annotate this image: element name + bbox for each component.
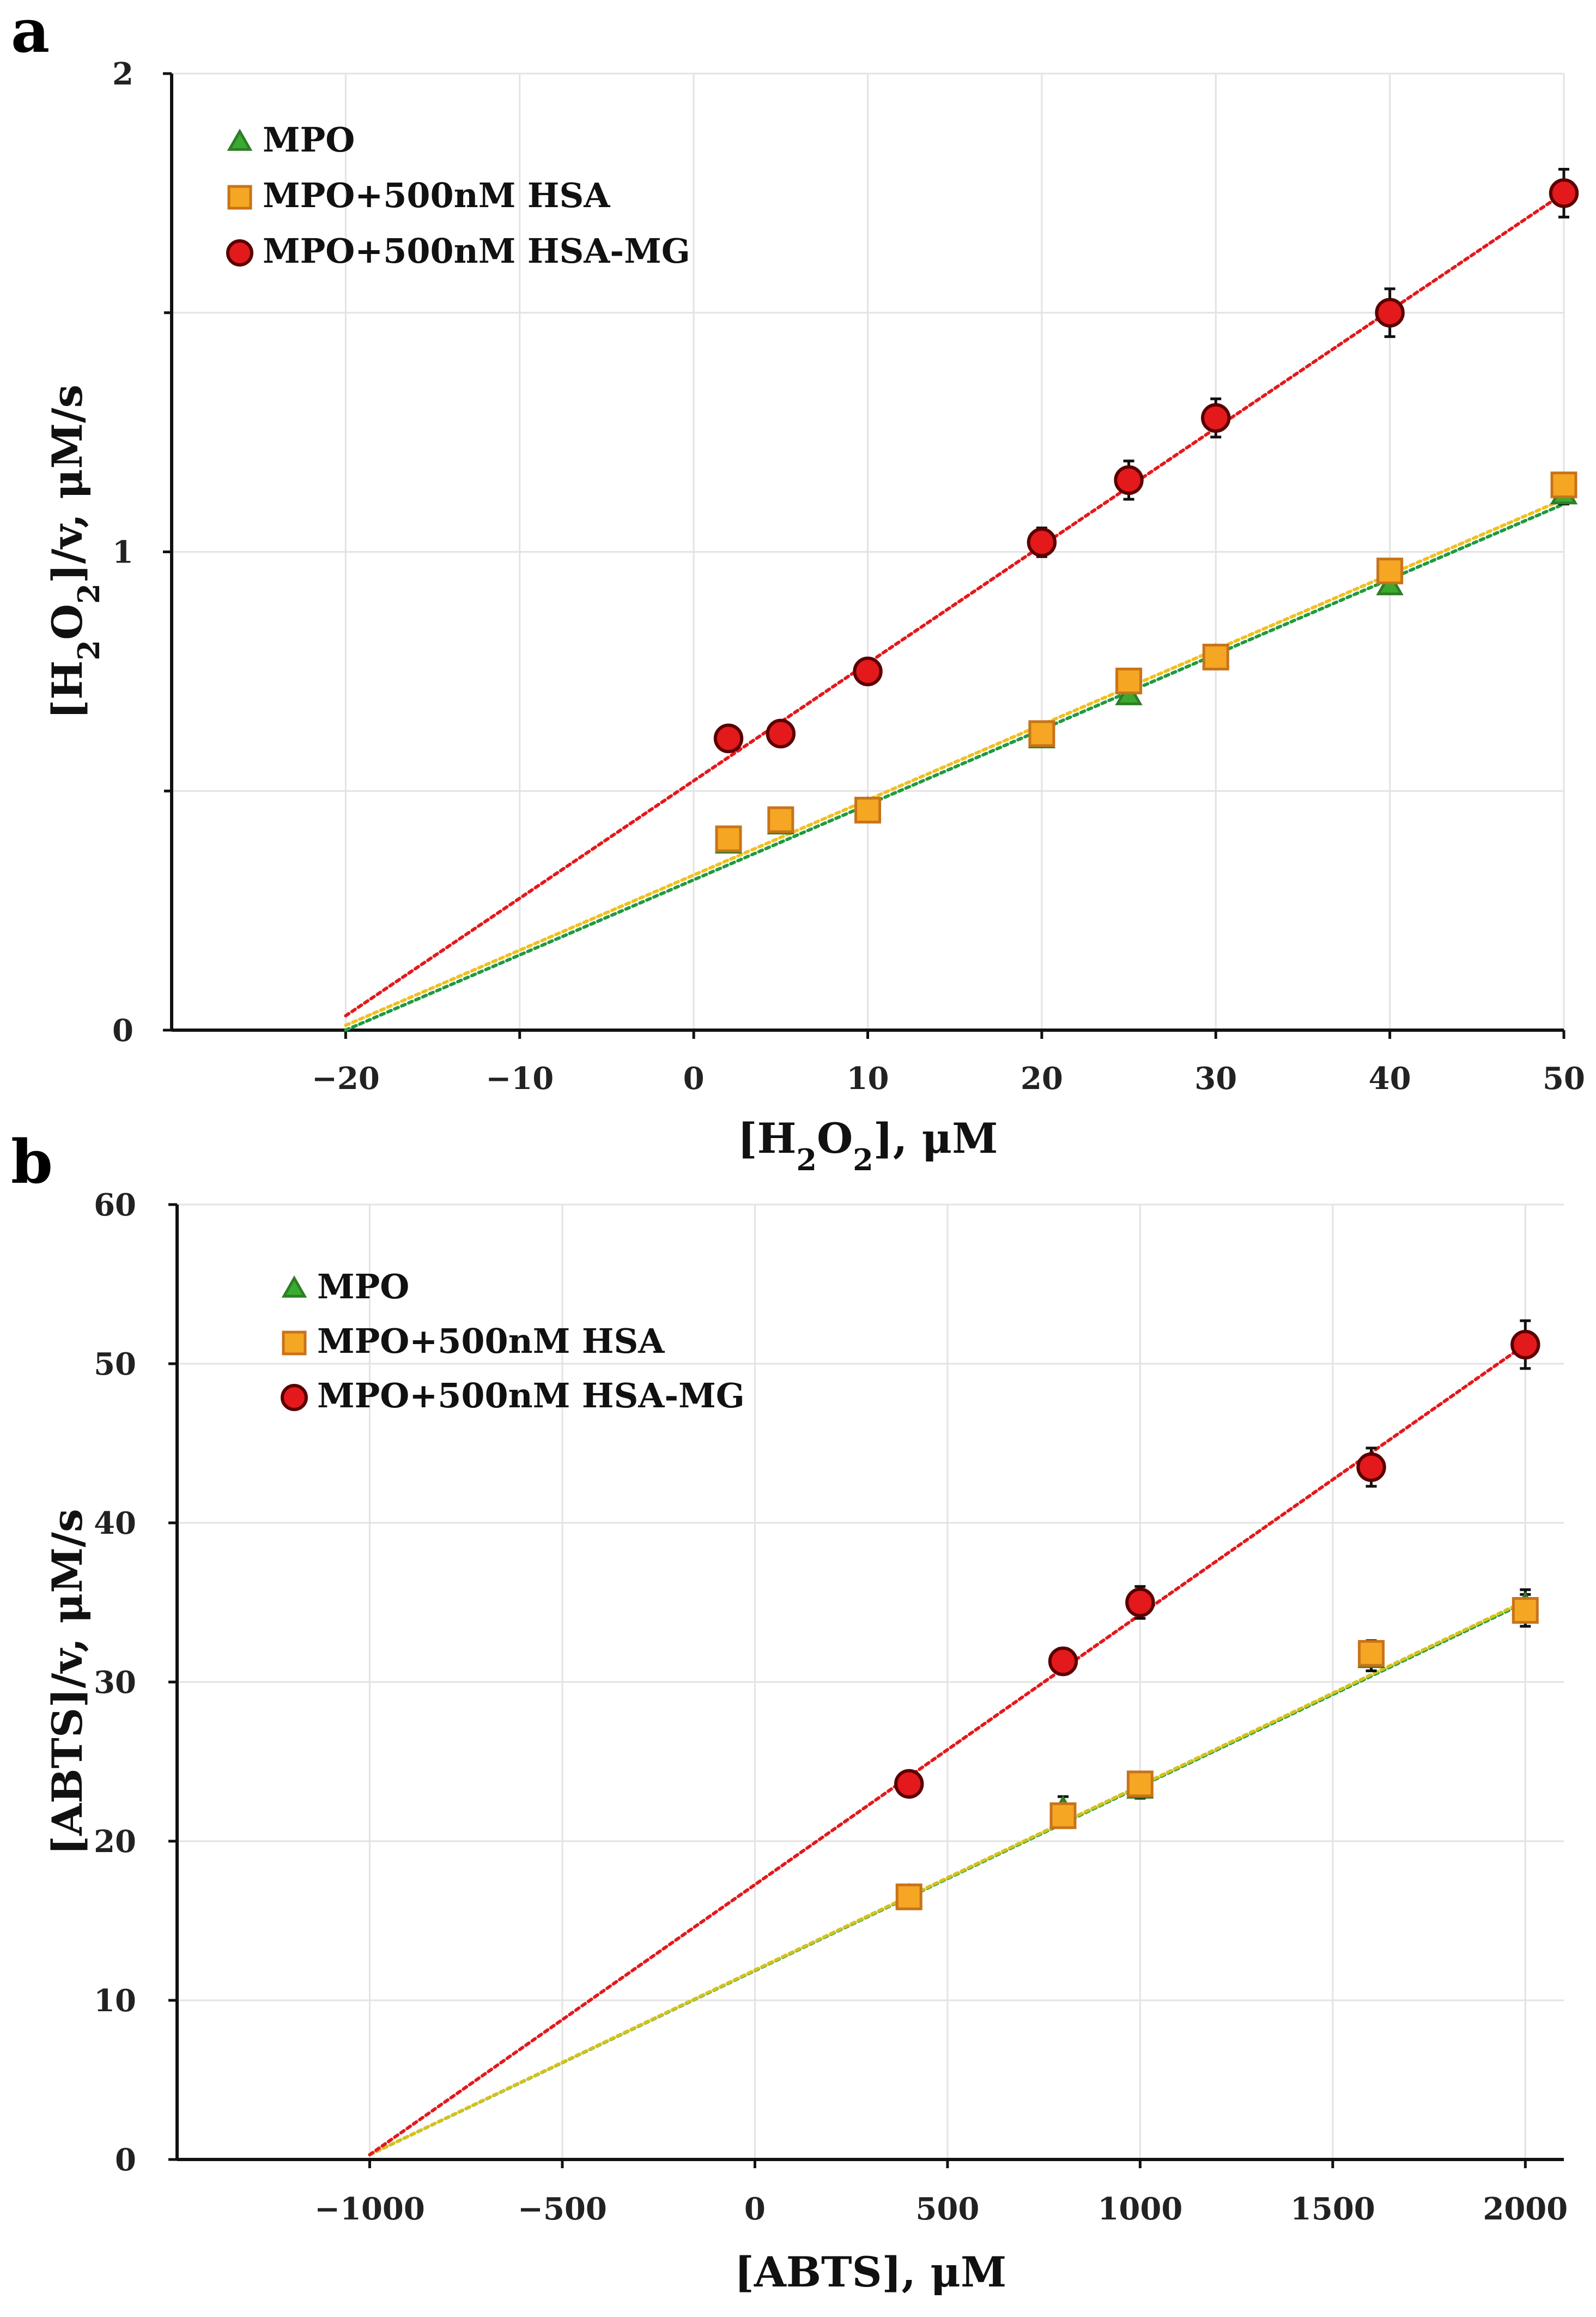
x-tick-label: 0 xyxy=(683,1061,705,1097)
x-tick-label: 0 xyxy=(744,2191,766,2227)
trendline-circle xyxy=(368,1342,1527,2157)
legend-marker-circle xyxy=(226,239,253,267)
data-point-circle xyxy=(1510,1329,1540,1360)
x-tick-label: 500 xyxy=(915,2191,979,2227)
legend-label: MPO+500nM HSA xyxy=(317,1321,665,1361)
x-tick-label: 1500 xyxy=(1290,2191,1375,2227)
trendline-circle xyxy=(344,191,1565,1018)
legend-marker-square xyxy=(227,185,252,210)
data-point-square xyxy=(1202,644,1229,671)
axis-title-part: [H xyxy=(738,1114,797,1163)
data-point-square xyxy=(1049,1802,1077,1829)
legend-marker-triangle xyxy=(281,1275,307,1298)
data-point-circle xyxy=(1549,178,1579,208)
data-point-circle xyxy=(1201,403,1231,433)
x-tick-label: −10 xyxy=(486,1061,554,1097)
x-tick-label: 30 xyxy=(1194,1061,1237,1097)
y-tick-label: 0 xyxy=(115,2142,136,2178)
legend-marker-square xyxy=(282,1330,307,1356)
legend-label: MPO xyxy=(317,1267,409,1306)
data-point-circle xyxy=(1114,465,1144,495)
x-tick-label: 1000 xyxy=(1097,2191,1182,2227)
data-point-square xyxy=(1028,720,1055,747)
data-point-circle xyxy=(713,723,744,753)
x-tick-label: 2000 xyxy=(1483,2191,1568,2227)
data-point-circle xyxy=(1125,1587,1155,1618)
data-point-circle xyxy=(1048,1646,1078,1677)
y-tick-label: 40 xyxy=(94,1505,136,1541)
data-point-circle xyxy=(1375,298,1405,328)
panel-b-label: b xyxy=(11,1127,53,1197)
y-tick-label: 20 xyxy=(94,1824,136,1860)
chart-b: −1000 −500 0 500 1000 1500 2000 0 10 20 30 40 50 60 [A… xyxy=(43,1187,1568,2296)
y-tick-label: 10 xyxy=(94,1983,136,2019)
data-point-square xyxy=(1550,471,1577,499)
x-tick-label: 20 xyxy=(1021,1061,1063,1097)
trendline-triangle xyxy=(344,502,1565,1032)
trendline-square xyxy=(368,1599,1527,2157)
legend-marker-triangle xyxy=(227,128,253,151)
data-point-square xyxy=(1376,558,1404,585)
y-axis-title: [H2O2]/v, μM/s xyxy=(43,384,106,719)
y-tick-label: 30 xyxy=(94,1665,136,1701)
data-point-circle xyxy=(894,1769,924,1799)
x-tick-label: 50 xyxy=(1543,1061,1585,1097)
data-point-square xyxy=(767,806,794,833)
axis-title-part: O xyxy=(43,604,92,640)
data-point-square xyxy=(715,825,742,852)
data-point-square xyxy=(854,796,881,824)
legend-label: MPO xyxy=(263,120,355,160)
axis-title-part: ]/v, μM/s xyxy=(43,384,92,583)
x-tick-label: −1000 xyxy=(314,2191,425,2227)
y-tick-label: 60 xyxy=(94,1187,136,1223)
axis-title-part: [H xyxy=(43,661,92,719)
data-point-circle xyxy=(766,718,796,749)
y-axis-title: [ABTS]/v, μM/s xyxy=(43,1509,92,1855)
subscript: 2 xyxy=(71,583,106,604)
x-axis-title: [ABTS], μM xyxy=(735,2248,1006,2296)
x-tick-label: −500 xyxy=(518,2191,607,2227)
subscript: 2 xyxy=(853,1142,873,1177)
legend-label: MPO+500nM HSA-MG xyxy=(263,231,690,271)
data-point-circle xyxy=(1027,527,1057,558)
y-tick-label: 2 xyxy=(112,56,133,92)
legend-marker-circle xyxy=(281,1384,308,1411)
axis-title-part: O xyxy=(817,1114,853,1163)
legend-label: MPO+500nM HSA xyxy=(263,176,610,215)
legend-label: MPO+500nM HSA-MG xyxy=(317,1376,745,1415)
x-tick-label: −20 xyxy=(312,1061,380,1097)
x-tick-label: 40 xyxy=(1369,1061,1411,1097)
y-tick-label: 50 xyxy=(94,1346,136,1382)
subscript: 2 xyxy=(796,1142,817,1177)
axis-title-part: [ABTS], μM xyxy=(735,2248,1006,2296)
data-point-square xyxy=(1126,1770,1154,1798)
y-tick-label: 1 xyxy=(112,535,133,571)
subscript: 2 xyxy=(71,640,106,661)
data-point-circle xyxy=(1356,1452,1386,1483)
panel-a-label: a xyxy=(11,0,50,66)
x-tick-label: 10 xyxy=(847,1061,889,1097)
axis-title-part: [ABTS]/v, μM/s xyxy=(43,1509,92,1855)
y-tick-label: 0 xyxy=(112,1013,133,1049)
trendline-square xyxy=(344,497,1565,1027)
data-point-square xyxy=(895,1883,923,1910)
data-point-square xyxy=(1512,1597,1539,1624)
x-axis-title: [H2O2], μM xyxy=(738,1114,998,1177)
axis-title-part: ], μM xyxy=(873,1114,998,1163)
data-point-circle xyxy=(853,656,883,687)
data-point-square xyxy=(1358,1640,1385,1667)
data-point-square xyxy=(1115,667,1143,694)
